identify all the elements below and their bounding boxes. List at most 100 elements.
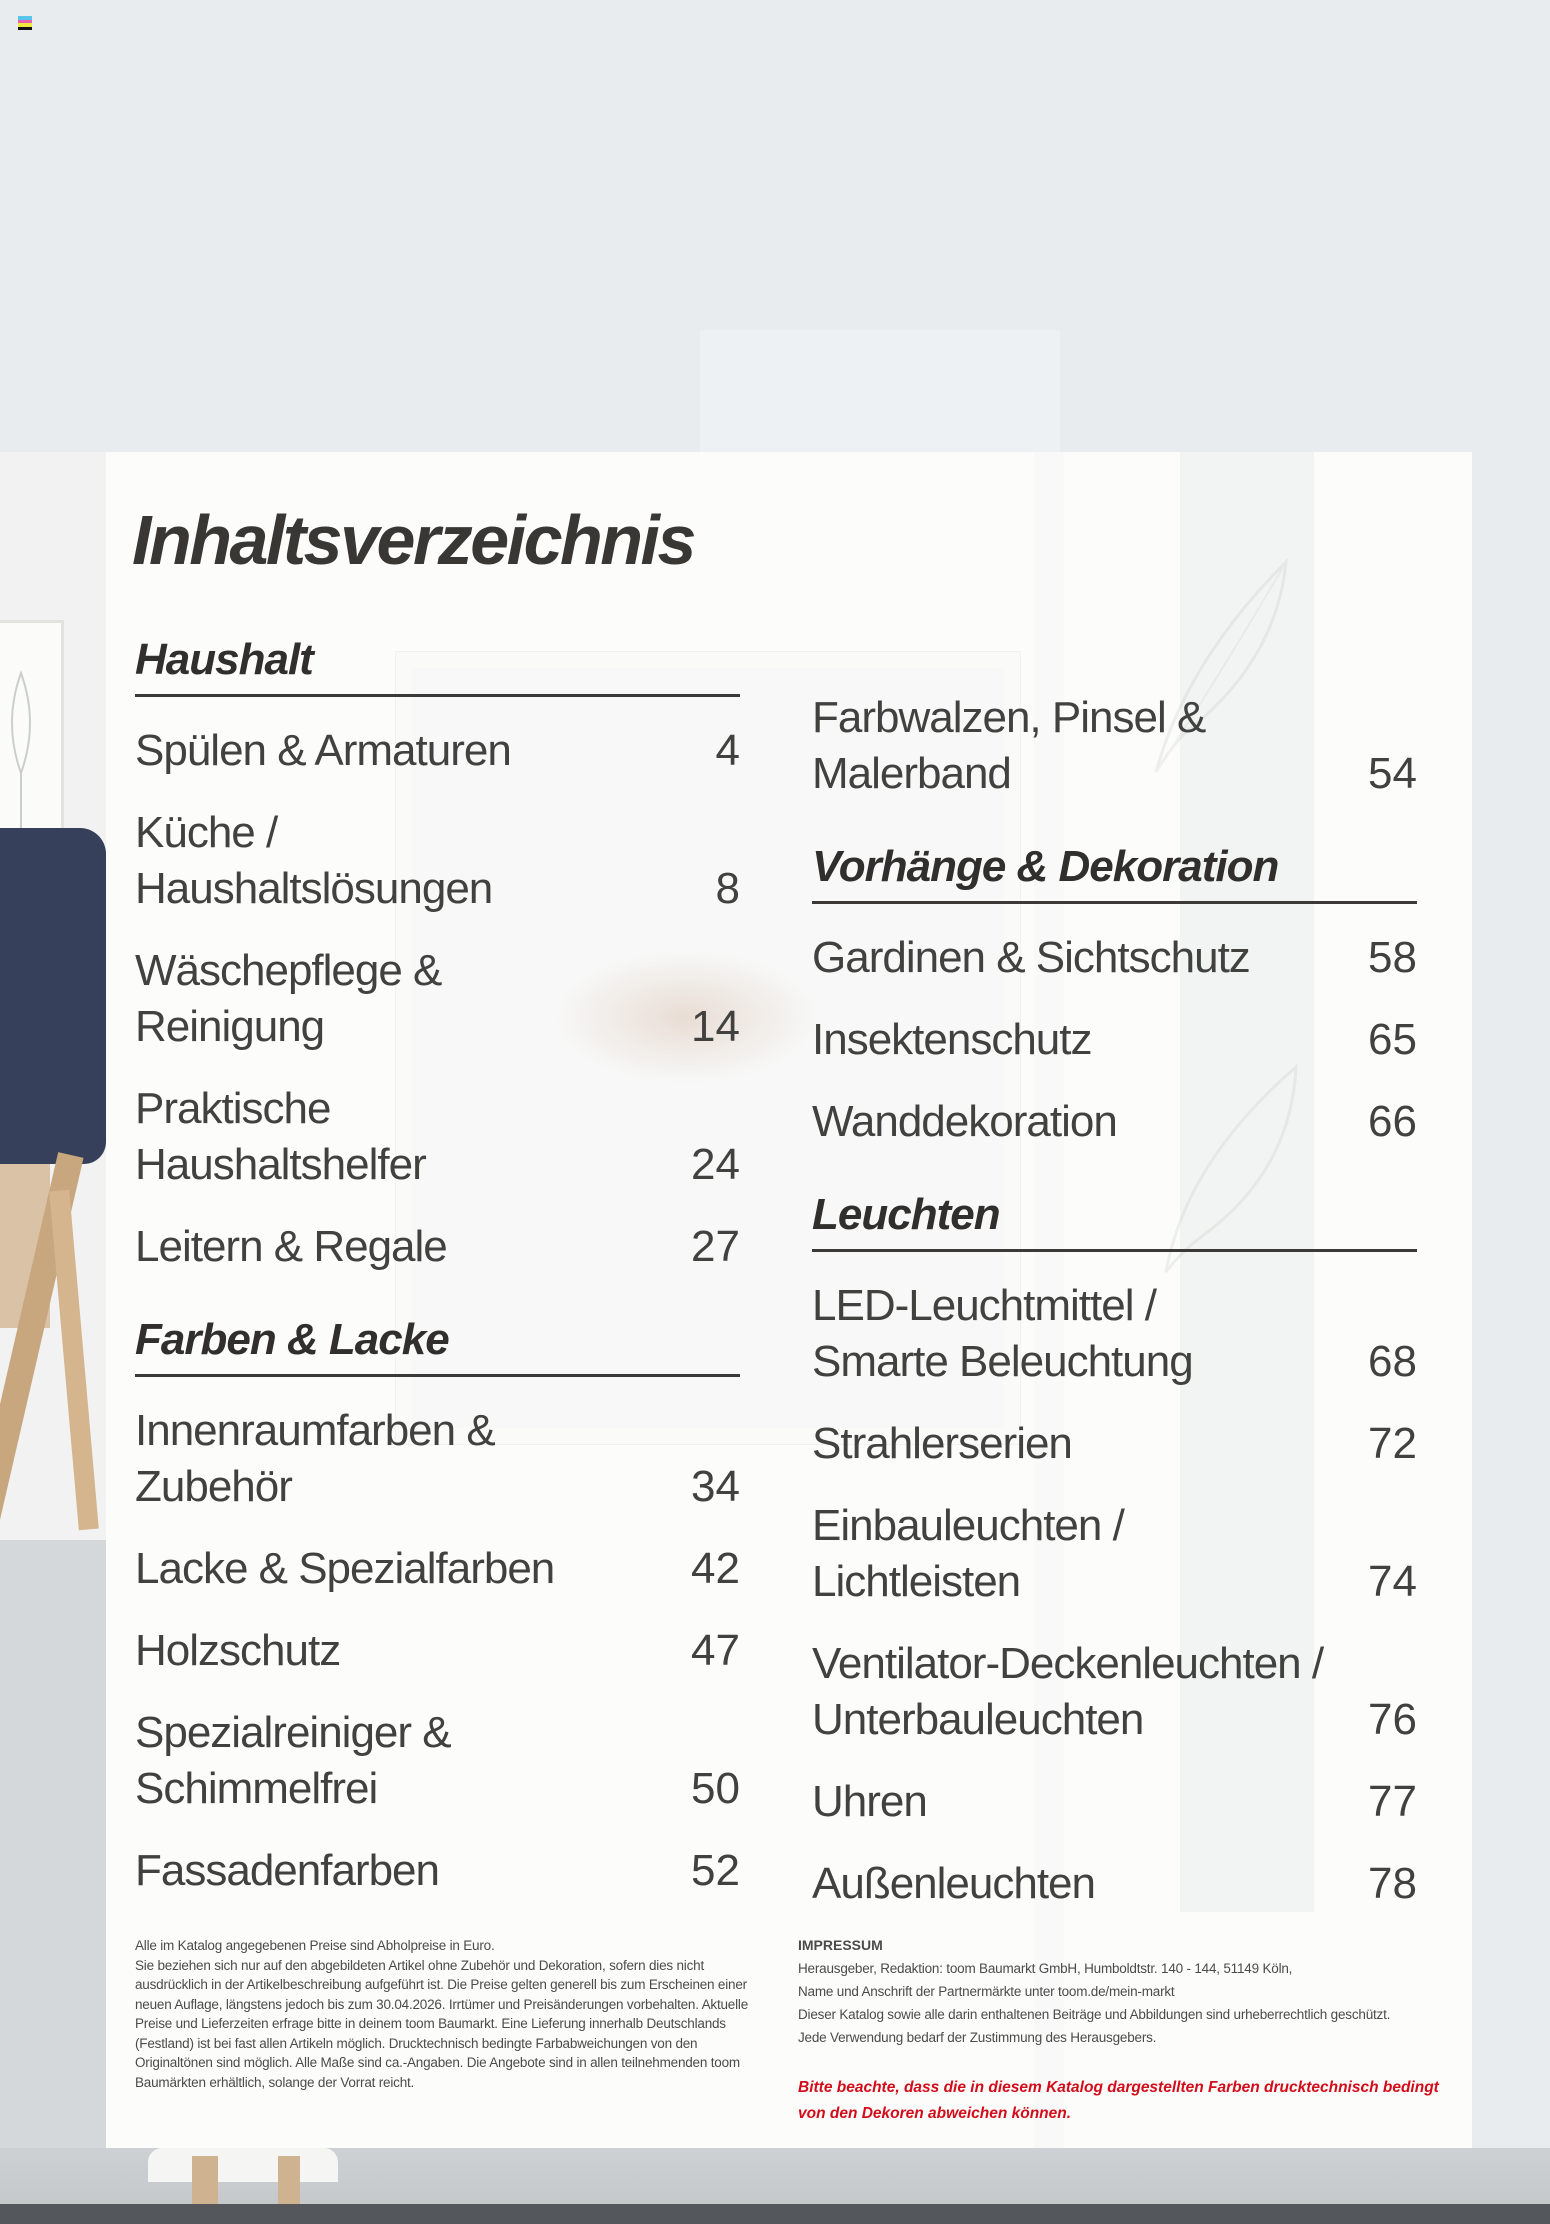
section-heading: Vorhänge & Dekoration [812, 842, 1279, 891]
toc-section: Leuchten LED-Leuchtmittel / Smarte Beleuc… [812, 1190, 1417, 1912]
toc-item-label: Wanddekoration [812, 1097, 1118, 1146]
toc-section: Farben & Lacke Innenraumfarben & Zubehör 3… [135, 1315, 740, 1899]
section-rule [135, 1374, 740, 1377]
toc-item: Gardinen & Sichtschutz 58 [812, 930, 1417, 986]
toc-item-page-number: 58 [1368, 933, 1417, 982]
leaf-art-icon [1154, 557, 1288, 773]
toc-item-label: Spezialreiniger & Schimmelfrei [135, 1708, 452, 1813]
print-mark-stripe [18, 19, 32, 23]
toc-item-page-number: 8 [715, 864, 740, 913]
toc-item: Einbauleuchten / Lichtleisten 74 [812, 1498, 1417, 1610]
toc-item-page-number: 77 [1368, 1777, 1417, 1826]
section-heading: Leuchten [812, 1190, 1001, 1239]
toc-item-label: Holzschutz [135, 1626, 341, 1675]
toc-item-page-number: 68 [1368, 1337, 1417, 1386]
faint-boats-photo [556, 952, 816, 1082]
content-card [106, 452, 1472, 2148]
chair-seat [148, 2148, 338, 2182]
toc-item: Spezialreiniger & Schimmelfrei 50 [135, 1705, 740, 1817]
chair-cushion [0, 828, 106, 1164]
bottom-shadow-band [0, 2204, 1550, 2224]
toc-item-label: Leitern & Regale [135, 1222, 448, 1271]
toc-item-label: Uhren [812, 1777, 928, 1826]
toc-item-label: Küche / Haushaltslösungen [135, 808, 493, 913]
toc-section: Haushalt Spülen & Armaturen 4 Küche / Haush… [135, 635, 740, 1275]
toc-item-label: LED-Leuchtmittel / Smarte Beleuchtung [812, 1281, 1194, 1386]
print-color-mark [18, 16, 32, 30]
section-rule [812, 901, 1417, 904]
toc-item-label: Einbauleuchten / Lichtleisten [812, 1501, 1125, 1606]
toc-item-label: Fassadenfarben [135, 1846, 440, 1895]
toc-item-page-number: 76 [1368, 1695, 1417, 1744]
toc-item-page-number: 47 [691, 1626, 740, 1675]
chair-leg [192, 2156, 218, 2208]
toc-item-page-number: 50 [691, 1764, 740, 1813]
toc-item: Lacke & Spezialfarben 42 [135, 1541, 740, 1597]
print-mark-stripe [18, 26, 32, 30]
toc-item: Wanddekoration 66 [812, 1094, 1417, 1150]
background-stripe [1034, 452, 1064, 2148]
print-mark-stripe [18, 23, 32, 27]
leaf-art-icon [1164, 1063, 1298, 1273]
toc-item: Uhren 77 [812, 1774, 1417, 1830]
toc-item-page-number: 42 [691, 1544, 740, 1593]
toc-item: Insektenschutz 65 [812, 1012, 1417, 1068]
toc-item: Leitern & Regale 27 [135, 1219, 740, 1275]
toc-item-label: Außenleuchten [812, 1859, 1096, 1908]
toc-column-left: Haushalt Spülen & Armaturen 4 Küche / Haush… [135, 635, 740, 1899]
toc-item-page-number: 66 [1368, 1097, 1417, 1146]
toc-item-label: Praktische Haushaltshelfer [135, 1084, 427, 1189]
toc-item: Spülen & Armaturen 4 [135, 723, 740, 779]
toc-item-label: Ventilator-Deckenleuchten / Unterbauleuc… [812, 1639, 1324, 1744]
toc-item: Strahlerserien 72 [812, 1416, 1417, 1472]
toc-section: Farbwalzen, Pinsel & Malerband 54 [812, 690, 1417, 802]
toc-item: Innenraumfarben & Zubehör 34 [135, 1403, 740, 1515]
toc-item-label: Insektenschutz [812, 1015, 1093, 1064]
faint-picture-frame [395, 651, 1021, 1445]
section-heading: Farben & Lacke [135, 1315, 450, 1364]
toc-item-page-number: 78 [1368, 1859, 1417, 1908]
toc-item: Außenleuchten 78 [812, 1856, 1417, 1912]
toc-item-page-number: 27 [691, 1222, 740, 1271]
toc-item-page-number: 52 [691, 1846, 740, 1895]
toc-item-label: Farbwalzen, Pinsel & Malerband [812, 693, 1206, 798]
toc-section: Vorhänge & Dekoration Gardinen & Sichtsch… [812, 842, 1417, 1150]
toc-item-label: Gardinen & Sichtschutz [812, 933, 1251, 982]
toc-item-label: Strahlerserien [812, 1419, 1073, 1468]
page-title: Inhaltsverzeichnis [132, 501, 696, 579]
section-rule [812, 1249, 1417, 1252]
impressum-text: Herausgeber, Redaktion: toom Baumarkt Gm… [798, 1961, 1391, 2045]
toc-item-page-number: 54 [1368, 749, 1417, 798]
impressum-heading: IMPRESSUM [798, 1937, 883, 1953]
toc-item: Wäschepflege & Reinigung 14 [135, 943, 740, 1055]
toc-item-page-number: 74 [1368, 1557, 1417, 1606]
background-wall-frame [700, 330, 1060, 452]
toc-item-label: Spülen & Armaturen [135, 726, 512, 775]
floor-left [0, 1540, 106, 2148]
toc-item-label: Lacke & Spezialfarben [135, 1544, 555, 1593]
toc-item: Holzschutz 47 [135, 1623, 740, 1679]
print-mark-stripe [18, 16, 32, 20]
price-disclaimer-text: Alle im Katalog angegebenen Preise sind … [135, 1938, 749, 2090]
chair-leg [278, 2156, 300, 2208]
toc-item-page-number: 72 [1368, 1419, 1417, 1468]
toc-item-page-number: 65 [1368, 1015, 1417, 1064]
toc-item-page-number: 34 [691, 1462, 740, 1511]
toc-item: Fassadenfarben 52 [135, 1843, 740, 1899]
toc-item: Küche / Haushaltslösungen 8 [135, 805, 740, 917]
toc-column-right: Farbwalzen, Pinsel & Malerband 54 Vorhänge… [812, 664, 1417, 1912]
color-disclaimer-text: Bitte beachte, dass die in diesem Katalo… [798, 2079, 1439, 2122]
toc-item-page-number: 24 [691, 1140, 740, 1189]
toc-item-page-number: 4 [715, 726, 740, 775]
impressum-block: IMPRESSUM Herausgeber, Redaktion: toom B… [798, 1934, 1474, 2127]
background-stripe [1180, 452, 1314, 1912]
toc-item: LED-Leuchtmittel / Smarte Beleuchtung 68 [812, 1278, 1417, 1390]
toc-item: Praktische Haushaltshelfer 24 [135, 1081, 740, 1193]
toc-item: Farbwalzen, Pinsel & Malerband 54 [812, 690, 1417, 802]
toc-item: Ventilator-Deckenleuchten / Unterbauleuc… [812, 1636, 1417, 1748]
toc-item-label: Wäschepflege & Reinigung [135, 946, 442, 1051]
toc-item-label: Innenraumfarben & Zubehör [135, 1406, 496, 1511]
section-heading: Haushalt [135, 635, 314, 684]
toc-item-page-number: 14 [691, 1002, 740, 1051]
